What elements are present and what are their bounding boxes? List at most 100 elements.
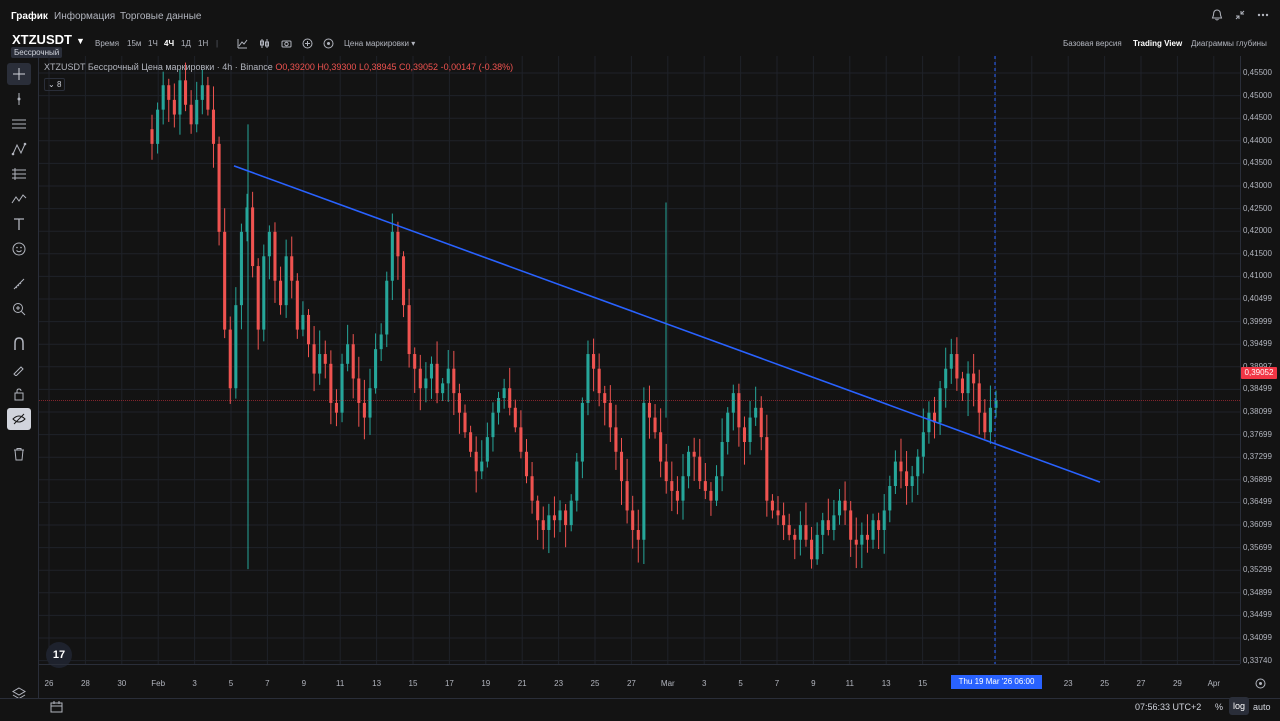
candle-body [597, 368, 601, 394]
contract-type-badge: Бессрочный [11, 47, 63, 58]
candle-body [552, 515, 556, 521]
bottom-bar [0, 698, 1280, 721]
date-range-icon[interactable] [50, 700, 63, 713]
candle-body [368, 388, 372, 418]
candle-body [793, 534, 797, 540]
auto-scale-button[interactable]: auto [1253, 702, 1271, 712]
candle-body [770, 500, 774, 511]
candle-body [284, 256, 288, 306]
candle-body [837, 500, 842, 516]
delete-tool[interactable] [7, 443, 31, 465]
settings-icon[interactable] [1255, 678, 1266, 689]
ruler-tool[interactable] [7, 273, 31, 295]
fib-tool[interactable] [7, 163, 31, 185]
candle-body [742, 427, 747, 443]
price-type-dropdown[interactable]: Цена маркировки ▾ [344, 39, 415, 48]
legend-title: XTZUSDT Бессрочный Цена маркировки · 4h … [44, 62, 273, 72]
timeframe-1d[interactable]: 1Д [181, 39, 191, 48]
candle-body [228, 329, 232, 389]
utc-clock[interactable]: 07:56:33 UTC+2 [1135, 702, 1202, 712]
price-tick-label: 0,39499 [1243, 339, 1272, 349]
collapse-icon[interactable] [1233, 8, 1247, 22]
trendline-tool[interactable] [7, 88, 31, 110]
symbol-selector[interactable]: XTZUSDT ▼ [12, 32, 85, 47]
timeframe-1w[interactable]: 1Н [198, 39, 209, 48]
time-tick-label: 23 [554, 679, 564, 688]
emoji-tool[interactable] [7, 238, 31, 260]
candle-body [854, 539, 858, 545]
candle-body [211, 109, 216, 144]
price-tick-label: 0,39999 [1243, 316, 1272, 326]
horizontal-lines-tool[interactable] [7, 113, 31, 135]
candle-body [206, 85, 210, 110]
hide-drawings-tool[interactable] [7, 408, 31, 430]
time-tick-label: 23 [1063, 679, 1073, 688]
candle-body [474, 451, 478, 472]
zoom-tool[interactable] [7, 298, 31, 320]
price-tick-label: 0,43000 [1243, 181, 1272, 190]
time-tick-label: 5 [738, 679, 743, 688]
time-tick-label: 3 [192, 679, 197, 688]
price-axis[interactable] [1240, 56, 1280, 664]
candle-body [815, 534, 819, 560]
candle-body [927, 412, 931, 433]
time-tick-label: Apr [1207, 679, 1221, 688]
candle-body [692, 451, 696, 457]
candle-body [413, 354, 417, 369]
bell-icon[interactable] [1210, 8, 1224, 22]
indicators-icon[interactable] [237, 38, 248, 49]
candle-body [530, 476, 534, 501]
log-scale-button[interactable]: log [1229, 697, 1249, 715]
candle-body [849, 510, 853, 540]
basic-version-link[interactable]: Базовая версия [1063, 39, 1122, 48]
percent-scale-button[interactable]: % [1215, 702, 1224, 712]
timeframe-4h[interactable]: 4Ч [164, 39, 175, 48]
candle-body [575, 461, 579, 501]
candle-body [737, 393, 741, 428]
candle-body [966, 373, 970, 394]
candle-body [429, 363, 434, 379]
candle-body [944, 368, 948, 389]
candle-body [374, 349, 378, 389]
timeframe-1h[interactable]: 1Ч [148, 39, 158, 48]
candle-body [497, 398, 501, 413]
magnet-tool[interactable] [7, 333, 31, 355]
stay-drawing-tool[interactable] [7, 358, 31, 380]
tradingview-link[interactable]: Trading View [1133, 39, 1183, 48]
price-chart[interactable] [39, 56, 1240, 664]
candle-body [239, 231, 243, 306]
tradingview-logo[interactable]: 17 [46, 642, 72, 668]
candle-body [183, 80, 188, 105]
tab-chart[interactable]: График [11, 11, 48, 22]
crosshair-tool[interactable] [7, 63, 31, 85]
tab-trading-data[interactable]: Торговые данные [120, 11, 202, 22]
brush-tool[interactable] [7, 188, 31, 210]
candle-body [821, 520, 825, 535]
candle-body [251, 207, 255, 267]
candle-body [463, 412, 467, 433]
price-tick-label: 0,38499 [1243, 384, 1272, 394]
depth-chart-link[interactable]: Диаграммы глубины [1191, 39, 1267, 48]
candle-body [401, 256, 406, 306]
text-tool[interactable] [7, 213, 31, 235]
time-axis[interactable] [39, 664, 1240, 699]
zoom-in-icon [13, 303, 26, 316]
indicators-collapse-button[interactable]: ⌄ 8 [44, 78, 66, 91]
tab-info[interactable]: Информация [54, 11, 116, 22]
timeframe-15m[interactable]: 15м [127, 39, 142, 48]
candle-body [916, 456, 920, 477]
lock-tool[interactable] [7, 383, 31, 405]
more-icon[interactable] [1256, 8, 1270, 22]
pattern-tool[interactable] [7, 138, 31, 160]
camera-icon[interactable] [281, 38, 292, 49]
candle-body [787, 525, 791, 535]
candle-body [877, 520, 881, 530]
chart-type-icon[interactable] [259, 38, 270, 49]
drawing-toolbar [0, 58, 39, 700]
time-tick-label: 28 [80, 679, 90, 688]
settings-icon[interactable] [323, 38, 334, 49]
candle-body [564, 510, 568, 526]
indicator-count: 8 [56, 80, 62, 89]
candle-body [480, 461, 484, 472]
add-circle-icon[interactable] [302, 38, 313, 49]
